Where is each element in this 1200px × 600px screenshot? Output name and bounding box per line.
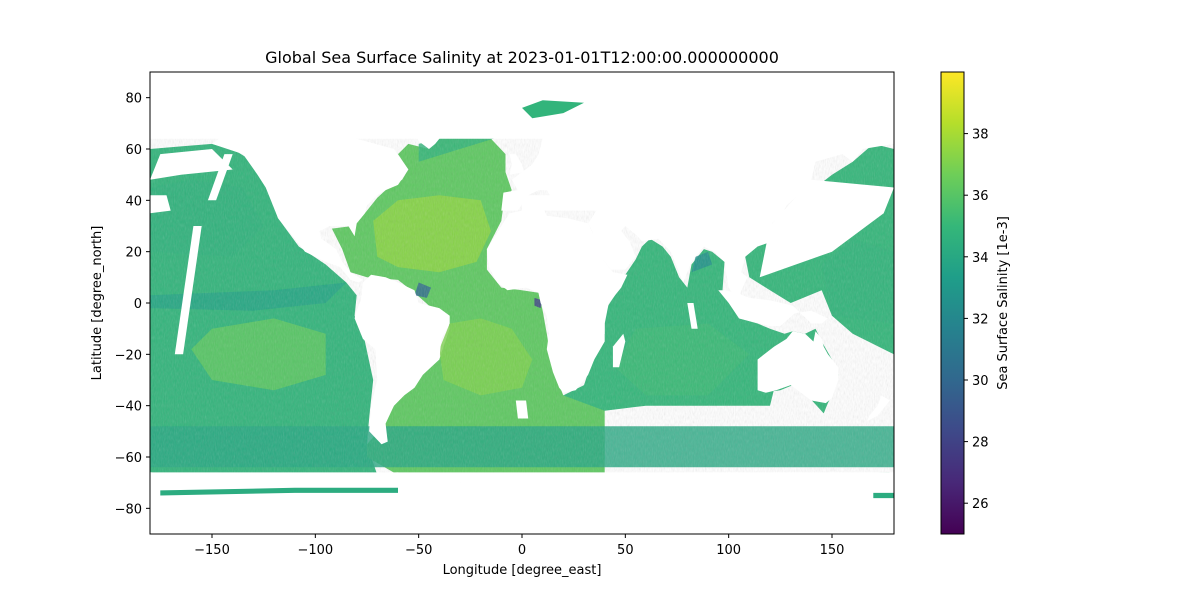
x-tick-label: 0 <box>518 543 526 558</box>
colorbar-axis: 26 28 30 32 34 36 38 <box>964 128 989 512</box>
colorbar-tick-label: 26 <box>972 497 989 512</box>
land-indonesia <box>718 290 828 327</box>
y-tick-label: −80 <box>115 502 142 517</box>
barents-fringe <box>522 100 584 119</box>
y-tick-label: 60 <box>125 143 142 158</box>
land-australia <box>757 331 839 404</box>
x-tick-label: −150 <box>194 543 230 558</box>
y-tick-label: 0 <box>134 297 142 312</box>
x-tick-label: −100 <box>297 543 333 558</box>
land-madagascar <box>612 333 626 368</box>
y-tick-label: −60 <box>115 451 142 466</box>
colorbar-label: Sea Surface Salinity [1e-3] <box>996 216 1011 390</box>
y-axis: −80 −60 −40 −20 0 20 40 60 80 <box>115 92 150 517</box>
salinity-field <box>150 72 894 534</box>
colorbar <box>940 71 965 535</box>
colorbar-tick-label: 36 <box>972 189 989 204</box>
y-tick-label: 80 <box>125 92 142 107</box>
x-axis: −150 −100 −50 0 50 100 150 <box>194 534 844 558</box>
gap-south-atlantic <box>515 400 529 419</box>
colorbar-tick-label: 34 <box>972 251 989 266</box>
gap-antarctic-edge <box>150 472 894 483</box>
gap-west-pacific <box>759 179 894 278</box>
land-africa <box>486 208 628 393</box>
y-tick-label: −20 <box>115 348 142 363</box>
colorbar-tick-label: 32 <box>972 312 989 327</box>
x-tick-label: −50 <box>405 543 432 558</box>
land-eurasia <box>501 105 894 301</box>
colorbar-tick-label: 28 <box>972 436 989 451</box>
antarctic-fringe-strip <box>160 487 398 496</box>
x-tick-label: 150 <box>820 543 845 558</box>
colorbar-tick-label: 30 <box>972 374 989 389</box>
land-new-zealand <box>867 395 890 422</box>
gap-indian-swath <box>687 303 698 329</box>
x-tick-label: 100 <box>716 543 741 558</box>
ross-sea-fringe <box>873 492 894 499</box>
land-central-america <box>212 123 409 283</box>
gap-pacific-swath-1 <box>174 226 202 355</box>
gap-east-pacific-tail <box>150 195 171 214</box>
gap-north-pacific <box>150 149 233 180</box>
y-axis-label: Latitude [degree_north] <box>90 226 105 381</box>
x-tick-label: 50 <box>617 543 634 558</box>
y-tick-label: −40 <box>115 400 142 415</box>
gap-med <box>522 195 597 211</box>
x-axis-label: Longitude [degree_east] <box>443 563 602 578</box>
chart-title: Global Sea Surface Salinity at 2023-01-0… <box>265 48 779 67</box>
land-uk <box>509 154 525 175</box>
gap-arctic <box>150 72 894 139</box>
y-tick-label: 20 <box>125 246 142 261</box>
land-south-america <box>354 274 450 445</box>
y-tick-label: 40 <box>125 194 142 209</box>
colorbar-tick-label: 38 <box>972 128 989 143</box>
